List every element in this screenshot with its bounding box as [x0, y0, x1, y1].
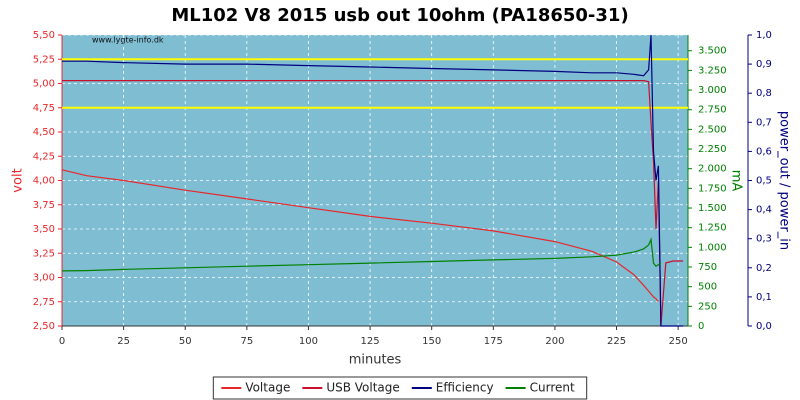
y2-tick-label: 2.750 [698, 105, 727, 116]
y-tick-label: 2,50 [33, 321, 55, 332]
y3-tick-label: 1,0 [756, 30, 772, 41]
y-tick-label: 5,25 [33, 54, 55, 65]
y3-tick-label: 0,5 [756, 176, 772, 187]
y2-tick-label: 0 [698, 321, 704, 332]
legend-label: USB Voltage [326, 381, 399, 395]
y-tick-label: 4,25 [33, 151, 55, 162]
y-tick-label: 3,25 [33, 248, 55, 259]
y-tick-label: 4,00 [33, 176, 55, 187]
y2-tick-label: 1.250 [698, 223, 727, 234]
y2-axis-title: mA [729, 170, 744, 192]
x-tick-label: 200 [545, 336, 564, 347]
y-tick-label: 5,00 [33, 79, 55, 90]
y3-tick-label: 0,2 [756, 263, 772, 274]
series-line [61, 237, 662, 272]
y-tick-label: 5,50 [33, 30, 55, 41]
y2-tick-label: 1.750 [698, 183, 727, 194]
legend: Voltage USB Voltage Efficiency Current [212, 376, 588, 400]
legend-label: Efficiency [436, 381, 494, 395]
series-line [62, 34, 684, 327]
legend-box [212, 376, 588, 400]
y3-tick-label: 0,0 [756, 321, 772, 332]
y2-tick-label: 3.250 [698, 65, 727, 76]
x-tick-label: 175 [484, 336, 503, 347]
legend-label: Voltage [245, 381, 290, 395]
y3-axis-title: power_out / power_in [777, 111, 792, 250]
y-tick-label: 4,75 [33, 103, 55, 114]
y-tick-label: 2,75 [33, 297, 55, 308]
y3-tick-label: 0,6 [756, 146, 772, 157]
y-tick-label: 3,00 [33, 273, 55, 284]
x-tick-label: 250 [669, 336, 688, 347]
x-tick-label: 225 [607, 336, 626, 347]
y2-tick-label: 2.000 [698, 164, 727, 175]
y3-tick-label: 0,3 [756, 234, 772, 245]
chart-title: ML102 V8 2015 usb out 10ohm (PA18650-31) [171, 5, 628, 26]
y3-tick-label: 0,4 [756, 205, 772, 216]
y2-tick-label: 1.500 [698, 203, 727, 214]
y2-tick-label: 750 [698, 262, 717, 273]
x-tick-label: 125 [361, 336, 380, 347]
x-axis-title: minutes [349, 353, 402, 368]
y2-tick-label: 3.000 [698, 85, 727, 96]
x-tick-label: 50 [179, 336, 192, 347]
y3-tick-label: 0,7 [756, 117, 772, 128]
x-tick-label: 100 [299, 336, 318, 347]
watermark: www.lygte-info.dk [92, 36, 164, 45]
y2-tick-label: 1.000 [698, 242, 727, 253]
y2-tick-label: 3.500 [698, 46, 727, 57]
y-tick-label: 3,75 [33, 200, 55, 211]
x-tick-label: 0 [59, 336, 65, 347]
y2-tick-label: 2.500 [698, 124, 727, 135]
y2-tick-label: 500 [698, 282, 717, 293]
x-tick-label: 25 [117, 336, 130, 347]
y3-tick-label: 0,1 [756, 292, 772, 303]
series-line [61, 169, 659, 303]
y-tick-label: 4,50 [33, 127, 55, 138]
y2-tick-label: 2.250 [698, 144, 727, 155]
y2-tick-label: 250 [698, 301, 717, 312]
y3-tick-label: 0,9 [756, 59, 772, 70]
y3-tick-label: 0,8 [756, 88, 772, 99]
y-axis-title: volt [11, 168, 26, 192]
x-tick-label: 150 [422, 336, 441, 347]
legend-label: Current [530, 381, 575, 395]
y-tick-label: 3,50 [33, 224, 55, 235]
x-tick-label: 75 [240, 336, 253, 347]
